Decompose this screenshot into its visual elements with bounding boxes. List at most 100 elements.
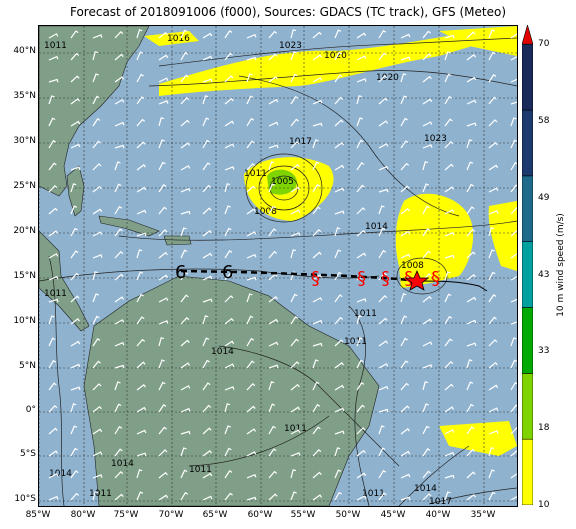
wind-barb [334, 74, 343, 83]
wind-barb [422, 53, 432, 61]
wind-barb [224, 492, 233, 501]
current-position-star [404, 269, 430, 291]
wind-barb [444, 186, 455, 193]
wind-barb [422, 318, 433, 325]
wind-barb [114, 121, 125, 127]
wind-barb [444, 474, 455, 479]
wind-barb [510, 252, 517, 259]
wind-barb [224, 205, 231, 215]
wind-barb [136, 361, 146, 369]
isobar [428, 487, 517, 505]
wind-barb [422, 144, 433, 149]
wind-barb [290, 209, 301, 215]
wind-barb [334, 187, 345, 193]
wind-barb [444, 34, 455, 39]
wind-barb [158, 404, 167, 413]
colorbar-tick-label: 70 [538, 39, 550, 49]
wind-barb [488, 469, 495, 479]
wind-barb [378, 97, 388, 105]
colorbar-segment [522, 373, 533, 440]
wind-barb [378, 165, 389, 171]
wind-barb [422, 448, 431, 457]
wind-barb [378, 340, 389, 347]
wind-barb [356, 298, 367, 303]
wind-barb [92, 208, 103, 215]
isobar-label: 1008 [254, 207, 277, 217]
wind-barb [466, 471, 476, 479]
wind-zone [439, 421, 517, 456]
wind-barb [312, 54, 323, 61]
wind-barb [136, 469, 143, 479]
wind-barb [466, 122, 477, 127]
wind-barb [466, 426, 475, 435]
wind-barb [422, 161, 429, 171]
colorbar-segment [522, 175, 533, 242]
wind-barb [356, 207, 366, 215]
wind-barb [224, 272, 233, 281]
isobar-label: 1023 [424, 134, 447, 144]
wind-barb [70, 166, 81, 171]
wind-barb [48, 117, 56, 127]
lat-label: 5°N [19, 361, 36, 371]
wind-barb [268, 403, 276, 413]
wind-barb [114, 470, 124, 479]
wind-barb [510, 449, 517, 457]
wind-zone [439, 26, 517, 56]
wind-barb [268, 318, 279, 325]
wind-barb [444, 209, 455, 215]
wind-barb [70, 143, 81, 149]
wind-barb [488, 29, 495, 39]
wind-barb [312, 342, 323, 347]
isobar-label: 1011 [44, 289, 67, 299]
wind-barb [356, 404, 365, 413]
isobar-label: 1011 [189, 465, 212, 475]
wind-zone [144, 31, 199, 46]
wind-barb [136, 96, 145, 105]
wind-barb [48, 230, 59, 237]
wind-barb [356, 55, 367, 61]
wind-barb [510, 320, 517, 325]
wind-barb [334, 96, 344, 105]
lat-label: 10°N [13, 316, 36, 326]
isobar-label: 1020 [376, 73, 399, 83]
wind-barb [510, 139, 517, 149]
map-title: Forecast of 2018091006 (f000), Sources: … [69, 5, 507, 19]
lat-label: 10°S [14, 494, 36, 504]
wind-barb [158, 184, 167, 193]
central-america-land [39, 230, 90, 332]
wind-barb [488, 210, 499, 215]
wind-barb [70, 183, 77, 193]
wind-barb [70, 75, 80, 83]
wind-barb [334, 142, 344, 149]
wind-barb [246, 496, 257, 501]
wind-barb [488, 74, 497, 83]
wind-barb [510, 495, 517, 501]
wind-barb [180, 142, 191, 149]
storm-symbol: 6 [175, 262, 186, 283]
colorbar-tick-label: 58 [538, 115, 550, 126]
wind-barb [268, 381, 275, 391]
wind-barb [334, 362, 344, 369]
graticule [39, 26, 517, 506]
wind-barb [180, 294, 189, 303]
wind-barb [290, 429, 301, 435]
wind-barb [136, 186, 147, 193]
wind-barb [180, 316, 190, 325]
wind-barb [466, 381, 474, 391]
wind-barb [48, 139, 57, 149]
wind-barb [422, 228, 431, 237]
wind-barb [70, 98, 80, 105]
colorbar-segment [522, 307, 533, 374]
wind-barb [334, 430, 345, 435]
wind-barb [510, 472, 517, 479]
wind-barb [224, 470, 233, 479]
wind-barb [92, 315, 100, 325]
wind-barb [268, 364, 279, 369]
wind-barb [334, 491, 342, 501]
wind-barb [224, 403, 231, 413]
wind-barb [268, 98, 279, 105]
wind-barb [400, 140, 409, 149]
storm-symbol: 6 [222, 262, 233, 283]
wind-barb [466, 494, 476, 501]
wind-barb [422, 205, 430, 215]
